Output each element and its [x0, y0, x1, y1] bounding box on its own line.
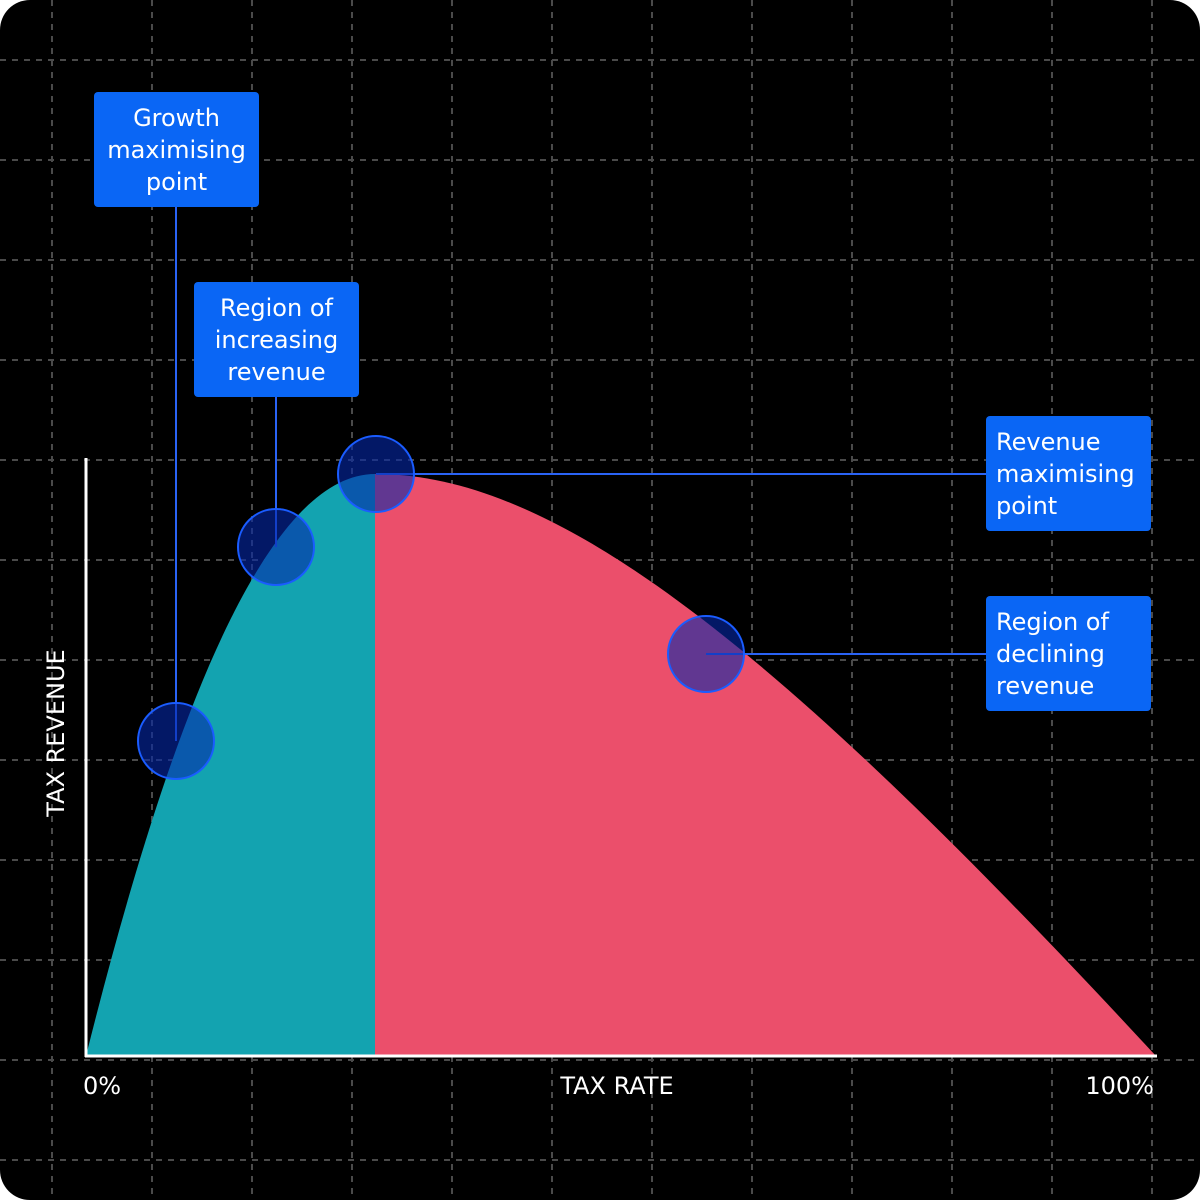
marker: [237, 508, 315, 586]
x-axis-label: TAX RATE: [560, 1072, 674, 1100]
markers: [137, 435, 745, 780]
connectors: [175, 207, 986, 741]
annotation: Region of increasing revenue: [194, 282, 359, 397]
annotation: Revenue maximising point: [986, 416, 1151, 531]
marker: [667, 615, 745, 693]
annotation: Region of declining revenue: [986, 596, 1151, 711]
marker: [337, 435, 415, 513]
increasing-region: [86, 474, 375, 1056]
x-end-label: 100%: [1085, 1072, 1154, 1100]
marker: [137, 702, 215, 780]
annotation: Growth maximising point: [94, 92, 259, 207]
y-axis-label: TAX REVENUE: [42, 649, 70, 817]
x-start-label: 0%: [83, 1072, 122, 1100]
declining-region: [375, 474, 1156, 1056]
